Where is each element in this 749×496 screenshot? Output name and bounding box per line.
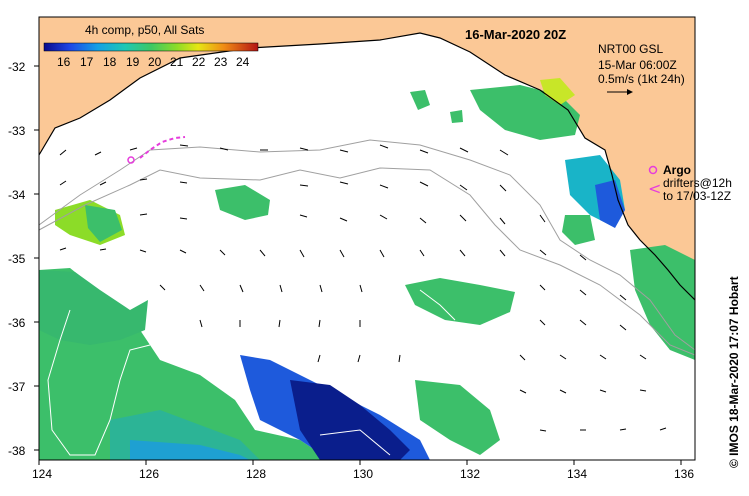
svg-text:-33: -33 xyxy=(8,124,26,138)
colorbar-title: 4h comp, p50, All Sats xyxy=(85,23,204,37)
sst-contour xyxy=(319,429,391,456)
colorbar-labels: 16 17 18 19 20 21 22 23 24 xyxy=(57,55,250,69)
bathymetry-contour xyxy=(39,139,695,351)
svg-text:-32: -32 xyxy=(8,60,26,74)
sst-contour xyxy=(419,289,456,321)
svg-text:128: 128 xyxy=(246,467,266,481)
svg-text:124: 124 xyxy=(32,467,52,481)
coastline xyxy=(39,32,695,301)
svg-text:17: 17 xyxy=(80,55,94,69)
colorbar xyxy=(43,42,259,52)
svg-text:19: 19 xyxy=(126,55,140,69)
x-axis: 124 126 128 130 132 134 136 xyxy=(32,467,694,481)
svg-text:134: 134 xyxy=(567,467,587,481)
svg-text:-36: -36 xyxy=(8,316,26,330)
svg-text:132: 132 xyxy=(460,467,480,481)
svg-text:-34: -34 xyxy=(8,188,26,202)
argo-float-track xyxy=(127,136,186,164)
info-line-2: 15-Mar 06:00Z xyxy=(598,58,677,72)
bathymetry-contour xyxy=(39,167,695,356)
drifter-legend-line-1: drifters@12h xyxy=(663,176,732,190)
map-title: 16-Mar-2020 20Z xyxy=(465,27,566,42)
info-line-1: NRT00 GSL xyxy=(598,42,663,56)
svg-text:16: 16 xyxy=(57,55,71,69)
argo-legend-label: Argo xyxy=(663,163,691,177)
y-axis: -32 -33 -34 -35 -36 -37 -38 xyxy=(8,60,26,458)
info-line-3: 0.5m/s (1kt 24h) xyxy=(598,72,685,86)
svg-text:136: 136 xyxy=(674,467,694,481)
svg-text:23: 23 xyxy=(214,55,228,69)
argo-legend-icon xyxy=(648,165,658,175)
svg-text:130: 130 xyxy=(353,467,373,481)
credit-text: © IMOS 18-Mar-2020 17:07 Hobart xyxy=(727,276,741,468)
svg-text:-37: -37 xyxy=(8,380,26,394)
svg-text:21: 21 xyxy=(170,55,184,69)
svg-text:18: 18 xyxy=(103,55,117,69)
svg-text:22: 22 xyxy=(192,55,206,69)
plot-frame xyxy=(38,16,696,461)
svg-text:24: 24 xyxy=(236,55,250,69)
drifter-legend-line-2: to 17/03-12Z xyxy=(663,189,731,203)
tick-marks xyxy=(34,65,682,465)
svg-text:20: 20 xyxy=(148,55,162,69)
sst-contour xyxy=(47,309,151,456)
svg-text:126: 126 xyxy=(139,467,159,481)
drifter-legend-icon: < xyxy=(648,179,661,198)
svg-text:-38: -38 xyxy=(8,444,26,458)
svg-text:-35: -35 xyxy=(8,252,26,266)
current-vectors xyxy=(59,144,667,432)
